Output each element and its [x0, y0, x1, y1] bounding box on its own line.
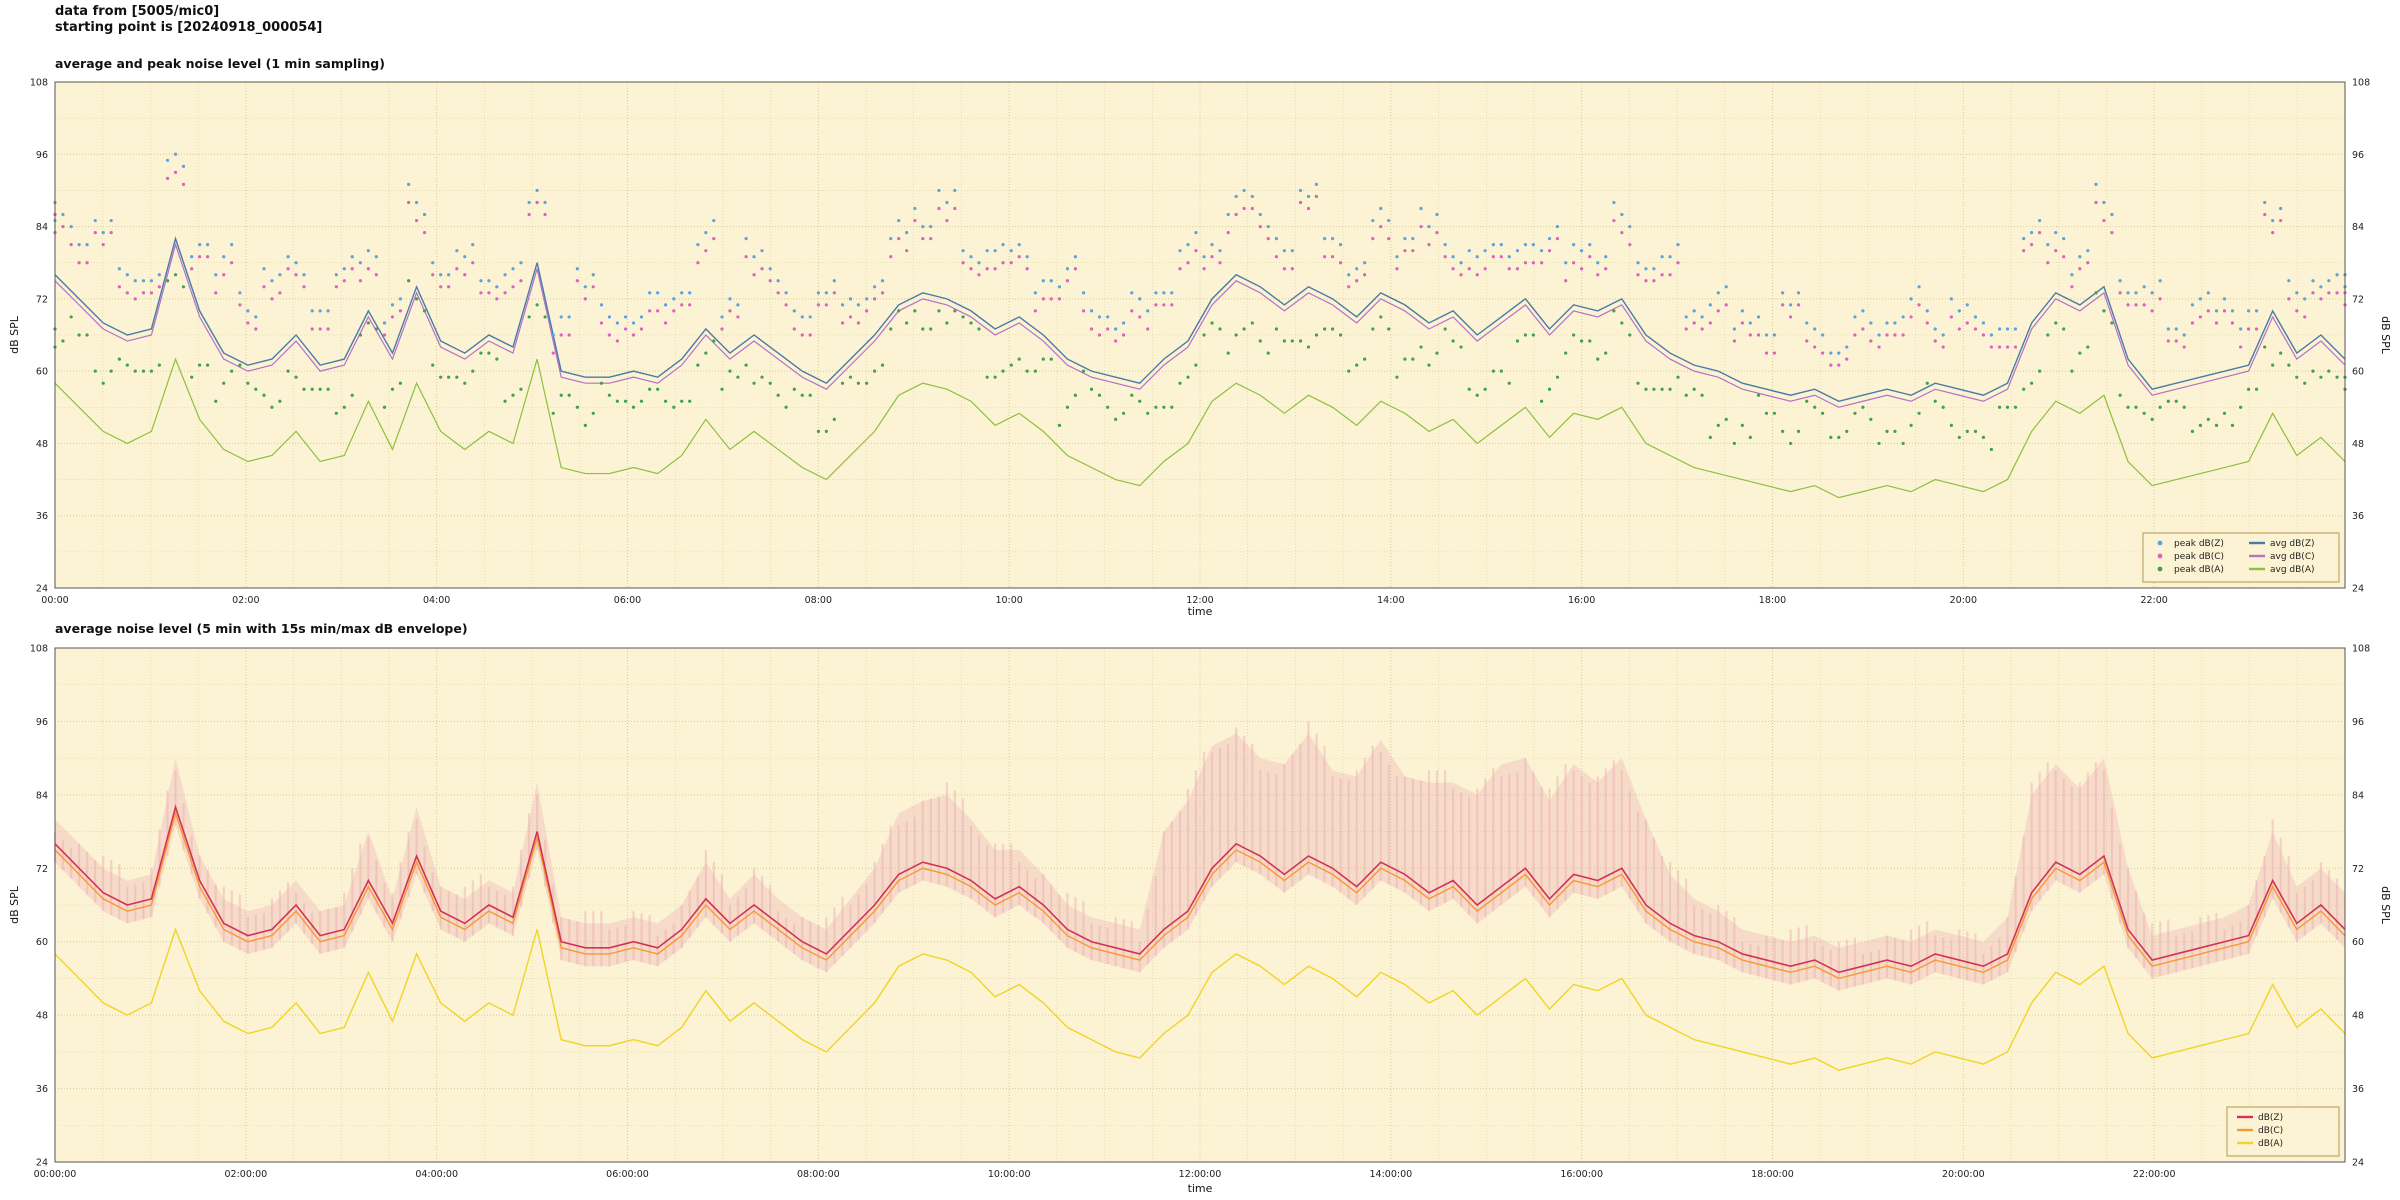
- svg-text:24: 24: [36, 1158, 48, 1169]
- tick-labels: 24 24 36 36 48 48 60 60 72 72 84 84 96 96 108 108 00:00:…: [30, 644, 2370, 1181]
- svg-text:108: 108: [2352, 78, 2370, 89]
- svg-text:84: 84: [2352, 222, 2364, 233]
- header-line-1: data from [5005/mic0]: [55, 4, 220, 19]
- svg-text:10:00:00: 10:00:00: [988, 1169, 1031, 1180]
- svg-text:96: 96: [2352, 150, 2364, 161]
- svg-text:avg dB(A): avg dB(A): [2270, 565, 2314, 575]
- svg-text:72: 72: [36, 294, 48, 305]
- top-yaxis-label-left: dB SPL: [8, 316, 21, 354]
- svg-text:dB(Z): dB(Z): [2258, 1113, 2283, 1123]
- svg-text:00:00: 00:00: [41, 595, 68, 606]
- svg-text:22:00:00: 22:00:00: [2133, 1169, 2176, 1180]
- svg-text:60: 60: [2352, 937, 2364, 948]
- series-peak dB(A): [53, 273, 2347, 452]
- svg-text:48: 48: [36, 439, 48, 450]
- svg-text:08:00: 08:00: [805, 595, 832, 606]
- grid: [54, 81, 2346, 589]
- svg-text:06:00: 06:00: [614, 595, 641, 606]
- series-peak dB(Z): [53, 152, 2347, 355]
- svg-text:14:00:00: 14:00:00: [1369, 1169, 1412, 1180]
- series-avg dB(A): [54, 357, 2346, 499]
- svg-text:20:00: 20:00: [1950, 595, 1977, 606]
- plot-border: [54, 647, 2346, 1163]
- svg-text:84: 84: [2352, 790, 2364, 801]
- svg-text:108: 108: [30, 644, 48, 655]
- min-max-envelope: [53, 721, 2345, 991]
- series-avg dB(Z): [54, 236, 2346, 403]
- svg-text:84: 84: [36, 222, 48, 233]
- svg-text:18:00: 18:00: [1759, 595, 1786, 606]
- svg-text:peak dB(Z): peak dB(Z): [2174, 539, 2224, 549]
- svg-text:36: 36: [36, 511, 48, 522]
- svg-text:36: 36: [2352, 1084, 2364, 1095]
- svg-text:84: 84: [36, 790, 48, 801]
- series-dB(C): [54, 810, 2346, 980]
- svg-text:04:00:00: 04:00:00: [415, 1169, 458, 1180]
- svg-text:06:00:00: 06:00:00: [606, 1169, 649, 1180]
- svg-text:04:00: 04:00: [423, 595, 450, 606]
- svg-text:96: 96: [36, 717, 48, 728]
- header-line-2: starting point is [20240918_000054]: [55, 20, 323, 35]
- legend: peak dB(Z) peak dB(C) peak dB(A) avg dB(Z) a…: [2142, 532, 2340, 583]
- top-chart: 24 24 36 36 48 48 60 60 72 72 84 84 96 96 108 108 00:00 0…: [30, 78, 2370, 607]
- svg-text:18:00:00: 18:00:00: [1751, 1169, 1794, 1180]
- svg-text:36: 36: [36, 1084, 48, 1095]
- svg-text:60: 60: [36, 937, 48, 948]
- top-chart-title: average and peak noise level (1 min samp…: [55, 56, 385, 71]
- svg-text:avg dB(C): avg dB(C): [2270, 552, 2315, 562]
- svg-text:02:00:00: 02:00:00: [224, 1169, 267, 1180]
- svg-text:20:00:00: 20:00:00: [1942, 1169, 1985, 1180]
- svg-text:72: 72: [2352, 864, 2364, 875]
- bottom-chart: 24 24 36 36 48 48 60 60 72 72 84 84 96 96 108 108 00:00:…: [30, 644, 2370, 1181]
- svg-text:24: 24: [2352, 1158, 2364, 1169]
- svg-text:02:00: 02:00: [232, 595, 259, 606]
- series-peak dB(C): [53, 170, 2347, 367]
- series-dB(A): [54, 927, 2346, 1071]
- svg-text:96: 96: [2352, 717, 2364, 728]
- svg-text:96: 96: [36, 150, 48, 161]
- svg-text:24: 24: [2352, 584, 2364, 595]
- tick-labels: 24 24 36 36 48 48 60 60 72 72 84 84 96 96 108 108 00:00 0…: [30, 78, 2370, 607]
- svg-text:dB(A): dB(A): [2258, 1139, 2283, 1149]
- svg-text:48: 48: [2352, 1011, 2364, 1022]
- svg-text:72: 72: [2352, 294, 2364, 305]
- svg-text:36: 36: [2352, 511, 2364, 522]
- svg-text:60: 60: [36, 367, 48, 378]
- svg-text:16:00:00: 16:00:00: [1560, 1169, 1603, 1180]
- svg-text:108: 108: [2352, 644, 2370, 655]
- svg-text:72: 72: [36, 864, 48, 875]
- svg-text:14:00: 14:00: [1377, 595, 1404, 606]
- svg-text:22:00: 22:00: [2140, 595, 2167, 606]
- svg-text:12:00:00: 12:00:00: [1179, 1169, 1222, 1180]
- bottom-xaxis-label: time: [1187, 1182, 1213, 1195]
- svg-text:dB(C): dB(C): [2258, 1126, 2283, 1136]
- plot-border: [54, 81, 2346, 589]
- series-dB(Z): [54, 804, 2346, 974]
- svg-text:24: 24: [36, 584, 48, 595]
- top-yaxis-label-right: dB SPL: [2379, 316, 2392, 354]
- legend: dB(Z) dB(C) dB(A): [2226, 1106, 2340, 1157]
- svg-text:08:00:00: 08:00:00: [797, 1169, 840, 1180]
- svg-text:108: 108: [30, 78, 48, 89]
- svg-text:peak dB(C): peak dB(C): [2174, 552, 2224, 562]
- svg-text:peak dB(A): peak dB(A): [2174, 565, 2224, 575]
- series-avg dB(C): [54, 242, 2346, 408]
- bottom-yaxis-label-right: dB SPL: [2379, 886, 2392, 924]
- bottom-yaxis-label-left: dB SPL: [8, 886, 21, 924]
- svg-text:00:00:00: 00:00:00: [34, 1169, 77, 1180]
- svg-text:48: 48: [36, 1011, 48, 1022]
- svg-text:12:00: 12:00: [1186, 595, 1213, 606]
- svg-text:48: 48: [2352, 439, 2364, 450]
- svg-text:16:00: 16:00: [1568, 595, 1595, 606]
- svg-text:avg dB(Z): avg dB(Z): [2270, 539, 2315, 549]
- bottom-chart-title: average noise level (5 min with 15s min/…: [55, 621, 468, 636]
- svg-text:60: 60: [2352, 367, 2364, 378]
- svg-text:10:00: 10:00: [995, 595, 1022, 606]
- top-xaxis-label: time: [1187, 605, 1213, 618]
